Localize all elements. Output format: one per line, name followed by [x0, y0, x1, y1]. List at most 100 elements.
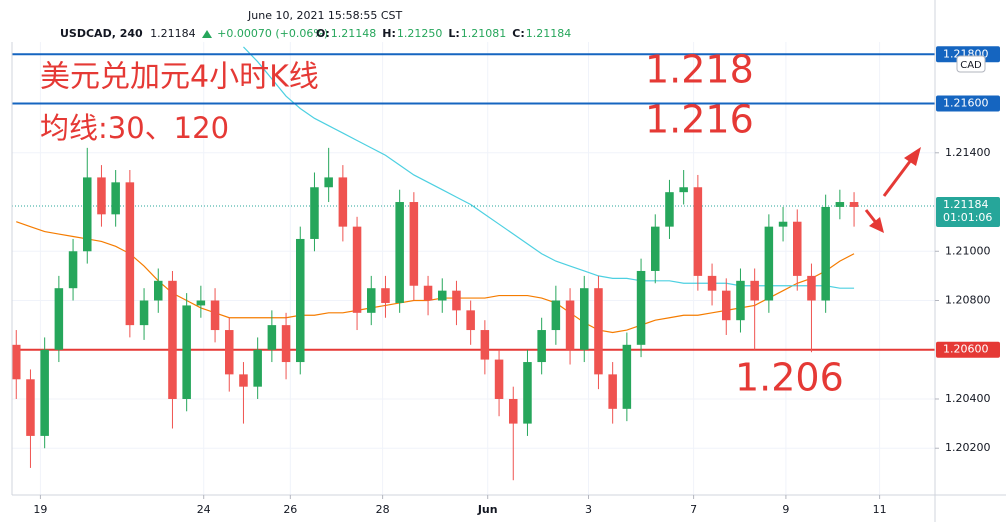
chart-title: 美元兑加元4小时K线 [40, 60, 319, 95]
annotation: 1.216 [645, 98, 754, 142]
legend-line: USDCAD, 240 1.21184 +0.00070 (+0.06%) [60, 27, 328, 40]
candle-body [750, 280, 759, 301]
candle-body [367, 288, 376, 313]
change: +0.00070 (+0.06%) [217, 27, 328, 40]
arrow-head [869, 217, 884, 233]
candle-body [310, 187, 319, 239]
symbol: USDCAD, 240 [60, 27, 143, 40]
candle-body [225, 330, 234, 375]
candle-body [821, 206, 830, 301]
candle-body [622, 344, 632, 409]
ohlc-value: 1.21250 [397, 27, 443, 40]
x-tick-label: 24 [197, 503, 211, 516]
candle-body [722, 290, 731, 321]
y-tick-label: 1.20200 [945, 441, 991, 454]
candle-body [551, 300, 561, 331]
chart-subtitle: 均线:30、120 [40, 111, 229, 145]
candle-body [665, 192, 674, 227]
ohlc-label: L: [448, 27, 459, 40]
candle-body [636, 270, 646, 345]
x-tick-label: 19 [33, 503, 47, 516]
candle-body [281, 325, 291, 363]
x-tick-label: 9 [782, 503, 789, 516]
candle-body [352, 226, 362, 313]
candle-body [835, 202, 845, 207]
y-tick-label: 1.20800 [945, 294, 991, 307]
candle-body [651, 226, 660, 271]
arrows [864, 147, 921, 233]
x-tick-label: 3 [585, 503, 592, 516]
candle-body [764, 226, 774, 301]
candle-body [480, 330, 490, 360]
candle-body [807, 275, 816, 301]
candle-body [423, 285, 433, 301]
annotation: 1.218 [645, 48, 754, 92]
candle-body [68, 251, 78, 289]
candle-body [693, 187, 703, 276]
candle-body [849, 202, 859, 207]
grid [12, 42, 935, 495]
arrow-head [904, 147, 921, 166]
candle-body [509, 398, 518, 424]
candle-body [381, 288, 390, 303]
candle-body [338, 177, 348, 227]
y-tick-label: 1.20400 [945, 392, 991, 405]
candle-body [210, 300, 220, 331]
candle-body [97, 177, 106, 215]
candle-body [594, 288, 603, 375]
currency: CAD [960, 60, 982, 71]
candle-body [267, 325, 277, 350]
x-tick-label: 11 [873, 503, 887, 516]
candle-body [12, 344, 21, 380]
last-price-box [936, 196, 1000, 227]
price: 1.21184 [150, 27, 196, 40]
moving-average [16, 221, 855, 334]
candle-body [296, 238, 305, 363]
candle-body [26, 379, 35, 436]
level-label: 1.20600 [943, 343, 989, 356]
x-tick-label: 26 [283, 503, 297, 516]
ohlc-value: 1.21184 [526, 27, 572, 40]
candle-body [707, 275, 717, 291]
candle-body [736, 280, 745, 321]
y-tick-label: 1.21400 [945, 146, 991, 159]
y-tick-label: 1.21000 [945, 244, 991, 257]
candle-body [168, 280, 177, 399]
x-tick-label: Jun [477, 503, 498, 516]
arrow-up [882, 155, 916, 197]
candle-body [452, 290, 461, 311]
candle-body [253, 349, 262, 387]
level-label-box [936, 95, 1000, 112]
currency-badge [956, 55, 986, 73]
ohlc-label: C: [512, 27, 524, 40]
candle-body [154, 280, 163, 301]
timestamp: June 10, 2021 15:58:55 CST [247, 9, 402, 22]
candle-body [494, 359, 504, 399]
candle-body [409, 202, 419, 286]
candle-body [537, 330, 546, 363]
candle-body [182, 305, 191, 399]
up-arrow-icon [202, 30, 212, 38]
candle-body [438, 290, 447, 301]
candle-body [196, 300, 206, 306]
ohlc-value: 1.21081 [461, 27, 507, 40]
axes: 1.20200 1.20400 1.20800 1.21000 1.21400 19 24 2… [33, 46, 1000, 516]
ohlc-label: O: [316, 27, 330, 40]
ohlc: O:1.21148 H:1.21250 L:1.21081 C:1.21184 [316, 27, 571, 40]
plot-area [12, 46, 935, 481]
ohlc-label: H: [382, 27, 396, 40]
candle-body [54, 288, 64, 350]
candle-body [778, 221, 788, 227]
candle-body [395, 202, 404, 303]
candle-body [580, 288, 589, 350]
last-price-label: 1.21184 [943, 198, 989, 211]
level-label: 1.21600 [943, 97, 989, 110]
candle-body [466, 310, 475, 331]
candle-body [679, 187, 688, 193]
x-tick-label: 28 [376, 503, 390, 516]
ohlc-value: 1.21148 [331, 27, 377, 40]
candle-body [608, 374, 617, 409]
candle-body [565, 300, 575, 350]
